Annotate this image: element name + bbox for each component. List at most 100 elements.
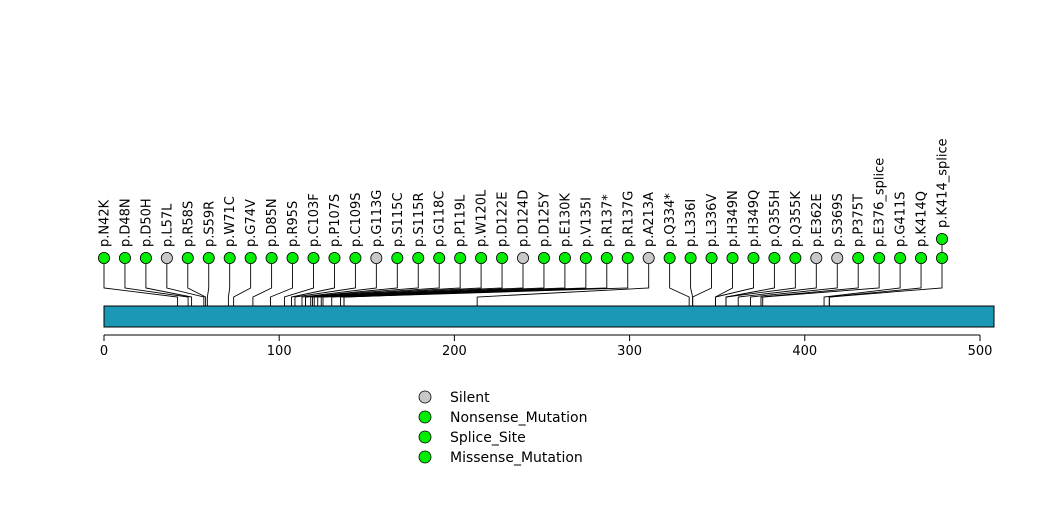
mutation-head	[684, 251, 697, 264]
mutation-label: p.L57L	[160, 203, 175, 247]
mutation-label: p.L336I	[684, 199, 699, 247]
mutation-head	[600, 251, 613, 264]
mutation-label: p.S115R	[412, 193, 427, 247]
x-tick-label: 400	[792, 344, 817, 359]
mutation-head	[517, 251, 530, 264]
lollipop-heads	[98, 232, 949, 264]
legend-swatch	[418, 390, 432, 404]
mutation-head	[328, 251, 341, 264]
mutation-label: p.W71C	[223, 196, 238, 247]
mutation-label: p.G74V	[244, 199, 259, 247]
mutation-label: p.D50H	[139, 198, 154, 247]
mutation-label: p.E376_splice	[873, 158, 888, 247]
mutation-label: p.E362E	[810, 193, 825, 247]
mutation-head	[412, 251, 425, 264]
mutation-label: p.P375T	[852, 194, 867, 247]
mutation-head	[265, 251, 278, 264]
x-tick-label: 200	[442, 344, 467, 359]
mutation-head	[244, 251, 257, 264]
mutation-head	[852, 251, 865, 264]
mutation-label: p.K414Q	[915, 191, 930, 247]
mutation-head	[202, 251, 215, 264]
protein-domain-bar	[103, 305, 995, 328]
mutation-head	[370, 251, 383, 264]
mutation-label: p.G411S	[894, 191, 909, 247]
mutation-label: p.Q334*	[663, 193, 678, 247]
mutation-head	[705, 251, 718, 264]
mutation-head	[181, 251, 194, 264]
legend-label: Silent	[450, 390, 490, 406]
mutation-head	[915, 251, 928, 264]
mutation-label: p.R58S	[181, 201, 196, 247]
mutation-label: p.G113G	[370, 190, 385, 247]
mutation-head	[873, 251, 886, 264]
x-tick-label: 0	[100, 344, 108, 359]
mutation-label: p.N42K	[98, 199, 113, 247]
mutation-label: p.P119L	[454, 194, 469, 247]
legend-label: Nonsense_Mutation	[450, 410, 587, 426]
mutation-label: p.G118C	[433, 191, 448, 247]
mutation-head	[496, 251, 509, 264]
mutation-label: p.E130K	[558, 193, 573, 247]
legend-label: Splice_Site	[450, 430, 526, 446]
x-tick-label: 300	[617, 344, 642, 359]
x-axis: 0 100 200 300 400 500	[100, 334, 993, 359]
mutation-head	[433, 251, 446, 264]
mutation-head	[286, 251, 299, 264]
mutation-head	[454, 251, 467, 264]
mutation-head	[894, 251, 907, 264]
mutation-head	[621, 251, 634, 264]
mutation-label: p.D125Y	[537, 192, 552, 247]
mutation-label: p.W120L	[475, 189, 490, 247]
mutation-head	[160, 251, 173, 264]
mutation-head	[642, 251, 655, 264]
mutation-label: p.Q355K	[789, 191, 804, 247]
mutation-head	[936, 251, 949, 264]
mutation-label: p.P107S	[328, 194, 343, 247]
x-tick-label: 100	[267, 344, 292, 359]
mutation-head	[118, 251, 131, 264]
mutation-label: p.C109S	[349, 192, 364, 247]
legend-swatch	[418, 430, 432, 444]
x-tick-label: 500	[968, 344, 993, 359]
mutation-label: p.S115C	[391, 192, 406, 247]
mutation-label: p.D48N	[118, 198, 133, 247]
mutation-label: p.S369S	[831, 193, 846, 247]
mutation-label: p.D124D	[517, 190, 532, 247]
mutation-label: p.A213A	[642, 192, 657, 247]
mutation-label: p.Q355H	[768, 190, 783, 247]
mutation-label: p.S59R	[202, 201, 217, 247]
legend-label: Missense_Mutation	[450, 450, 583, 466]
mutation-head	[391, 251, 404, 264]
legend: Silent Nonsense_Mutation Splice_Site Missen…	[418, 390, 587, 466]
mutation-head	[307, 251, 320, 264]
mutation-label: p.C103F	[307, 193, 322, 247]
mutation-head	[768, 251, 781, 264]
mutation-head	[663, 251, 676, 264]
mutation-label: p.R137G	[621, 191, 636, 247]
mutation-label: p.D122E	[496, 192, 511, 247]
mutation-head	[475, 251, 488, 264]
mutation-head	[558, 251, 571, 264]
mutation-head	[810, 251, 823, 264]
mutation-label: p.R137*	[600, 194, 615, 247]
mutation-label: p.K414_splice	[936, 138, 951, 228]
mutation-head	[789, 251, 802, 264]
mutation-labels: p.N42K p.D48N p.D50H p.L57L p.R58S p.S59R p.W7…	[98, 138, 951, 247]
mutation-label: p.H349N	[726, 190, 741, 247]
legend-swatch	[418, 410, 432, 424]
legend-swatch	[418, 450, 432, 464]
mutation-head	[139, 251, 152, 264]
mutation-head	[831, 251, 844, 264]
mutation-head	[726, 251, 739, 264]
mutation-head	[936, 232, 949, 245]
mutation-label: p.L336V	[705, 194, 720, 247]
mutation-label: p.D85N	[265, 198, 280, 247]
mutation-label: p.R95S	[286, 201, 301, 247]
mutation-head	[747, 251, 760, 264]
mutation-head	[579, 251, 592, 264]
mutation-head	[349, 251, 362, 264]
domain-rect	[103, 305, 995, 328]
